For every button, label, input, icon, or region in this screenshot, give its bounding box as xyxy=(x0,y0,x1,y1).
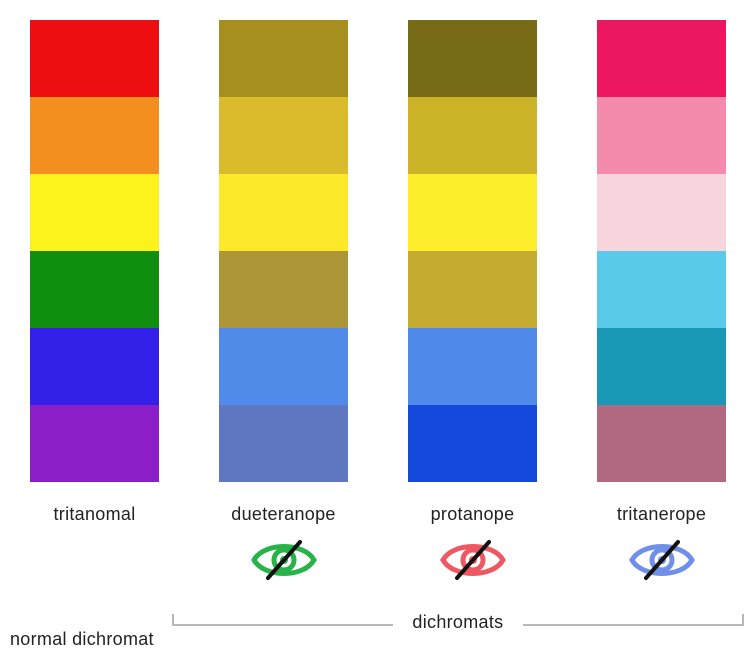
vision-column-dueteranope: dueteranope xyxy=(219,20,348,585)
color-swatch xyxy=(219,251,348,328)
color-swatch xyxy=(408,328,537,405)
color-swatch xyxy=(597,328,726,405)
color-swatch xyxy=(597,405,726,482)
eye-icon-wrap xyxy=(439,535,507,585)
vision-column-tritanerope: tritanerope xyxy=(597,20,726,585)
color-swatch xyxy=(30,174,159,251)
column-label: dueteranope xyxy=(231,504,335,525)
color-swatch xyxy=(597,251,726,328)
color-swatch xyxy=(30,405,159,482)
column-label: protanope xyxy=(431,504,515,525)
color-swatch xyxy=(408,20,537,97)
color-swatch xyxy=(219,174,348,251)
vision-column-tritanomal: tritanomal xyxy=(30,20,159,585)
color-swatch xyxy=(597,97,726,174)
color-swatch xyxy=(597,20,726,97)
crossed-eye-icon xyxy=(439,538,507,582)
color-swatch xyxy=(408,174,537,251)
bottom-annotation-row: normal dichromat dichromats xyxy=(0,624,756,654)
color-swatch xyxy=(219,405,348,482)
crossed-eye-icon xyxy=(250,538,318,582)
color-swatch xyxy=(30,97,159,174)
dichromats-bracket: dichromats xyxy=(172,624,744,654)
column-label: tritanomal xyxy=(53,504,135,525)
color-swatch xyxy=(30,328,159,405)
color-swatch xyxy=(219,97,348,174)
swatch-stack xyxy=(408,20,537,482)
color-swatch xyxy=(219,328,348,405)
color-swatch xyxy=(30,251,159,328)
color-swatch xyxy=(597,174,726,251)
eye-icon-wrap xyxy=(628,535,696,585)
color-swatch xyxy=(408,97,537,174)
normal-dichromat-label: normal dichromat xyxy=(0,629,154,650)
color-swatch xyxy=(219,20,348,97)
color-swatch xyxy=(408,251,537,328)
swatch-stack xyxy=(219,20,348,482)
color-swatch xyxy=(30,20,159,97)
swatch-stack xyxy=(597,20,726,482)
vision-column-protanope: protanope xyxy=(408,20,537,585)
vision-columns: tritanomal dueteranope protanope tritaner… xyxy=(0,0,756,585)
column-label: tritanerope xyxy=(617,504,706,525)
eye-icon-wrap xyxy=(250,535,318,585)
color-swatch xyxy=(408,405,537,482)
dichromats-group-label: dichromats xyxy=(408,612,507,633)
swatch-stack xyxy=(30,20,159,482)
crossed-eye-icon xyxy=(628,538,696,582)
